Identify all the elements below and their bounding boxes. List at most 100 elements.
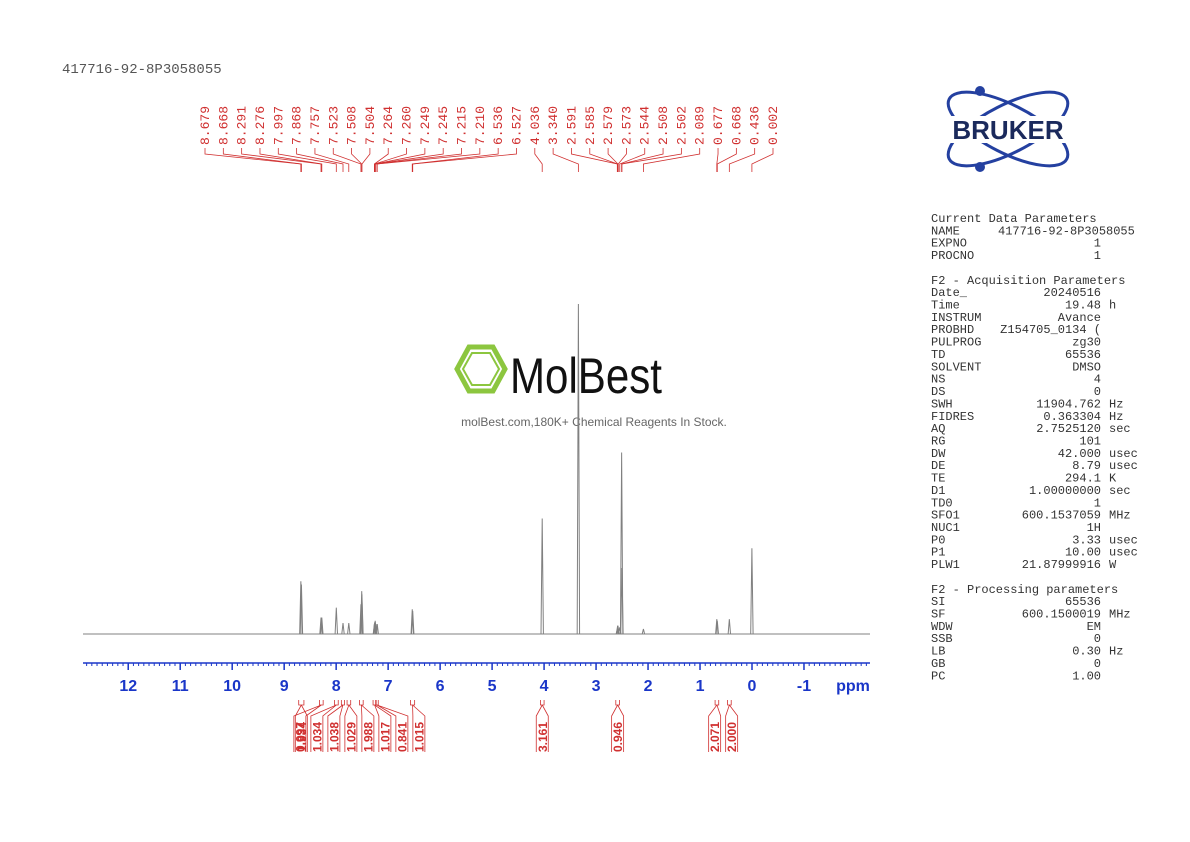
bruker-logo: BRUKER bbox=[924, 86, 1092, 172]
integral-connector bbox=[412, 704, 426, 752]
peak-connector bbox=[314, 148, 350, 172]
peak-label: 2.544 bbox=[638, 106, 653, 145]
peak-connector bbox=[296, 148, 344, 172]
integral-label: 1.017 bbox=[378, 722, 392, 752]
parameter-name: NS bbox=[931, 373, 945, 387]
peak-label: 7.508 bbox=[345, 106, 360, 145]
x-tick-label: 4 bbox=[540, 678, 549, 695]
peak-label: 6.536 bbox=[491, 106, 506, 145]
x-tick-label: 12 bbox=[119, 678, 137, 695]
peak-label: 8.291 bbox=[235, 106, 250, 145]
peak-connector bbox=[412, 148, 517, 172]
peak-connector bbox=[204, 148, 302, 172]
spectrum-peak bbox=[411, 610, 415, 635]
parameter-name: LB bbox=[931, 645, 945, 659]
x-tick-label: 9 bbox=[280, 678, 289, 695]
parameter-section-title: F2 - Acquisition Parameters bbox=[931, 274, 1125, 288]
peak-label: 2.573 bbox=[619, 106, 634, 145]
spectrum-peak bbox=[540, 518, 544, 635]
integral-connector bbox=[294, 704, 308, 752]
parameter-name: SFO1 bbox=[931, 509, 960, 523]
parameter-name: SSB bbox=[931, 632, 953, 646]
peak-label: 0.436 bbox=[748, 106, 763, 145]
integral-label: 0.997 bbox=[293, 722, 307, 752]
parameter-name: INSTRUM bbox=[931, 311, 981, 325]
parameter-value: 11904.762 bbox=[1036, 397, 1101, 411]
parameter-value: 0 bbox=[1094, 632, 1101, 646]
spectrum-peak bbox=[375, 624, 379, 635]
parameter-name: FIDRES bbox=[931, 410, 974, 424]
peak-connector bbox=[617, 148, 627, 172]
integral-bracket bbox=[334, 700, 339, 706]
parameter-name: PC bbox=[931, 669, 945, 683]
parameter-value: 8.79 bbox=[1072, 459, 1101, 473]
x-tick-label: 7 bbox=[384, 678, 393, 695]
peak-connector bbox=[716, 148, 719, 172]
spectrum-peak bbox=[750, 548, 754, 635]
parameter-name: DE bbox=[931, 459, 945, 473]
watermark: MolBest molBest.com,180K+ Chemical Reage… bbox=[454, 344, 727, 429]
logo-text: BRUKER bbox=[952, 115, 1063, 145]
parameter-value: 0 bbox=[1094, 385, 1101, 399]
parameter-name: P1 bbox=[931, 546, 945, 560]
parameter-name: GB bbox=[931, 657, 945, 671]
peak-connector bbox=[376, 148, 481, 172]
integral-label: 0.946 bbox=[611, 722, 625, 752]
integral-bracket bbox=[727, 700, 732, 706]
parameter-value: 20240516 bbox=[1043, 286, 1101, 300]
peak-label: 2.579 bbox=[601, 106, 616, 145]
parameter-name: SI bbox=[931, 595, 945, 609]
integral-label: 1.015 bbox=[412, 722, 426, 752]
parameter-name: SOLVENT bbox=[931, 360, 981, 374]
peak-label: 2.502 bbox=[674, 106, 689, 145]
peak-connector bbox=[534, 148, 543, 172]
peak-connector bbox=[332, 148, 362, 172]
x-tick-label: -1 bbox=[797, 678, 811, 695]
integral-label: 1.934 bbox=[295, 722, 309, 752]
parameter-unit: usec bbox=[1109, 447, 1138, 461]
logo-orbit bbox=[946, 90, 1070, 168]
integral-bracket bbox=[319, 700, 324, 706]
integral-connector bbox=[293, 704, 322, 752]
x-tick-label: 11 bbox=[172, 678, 189, 695]
integral-connector bbox=[708, 704, 722, 752]
parameter-name: PULPROG bbox=[931, 336, 981, 350]
parameter-name: PROCNO bbox=[931, 249, 974, 263]
spectrum-peak bbox=[299, 584, 304, 635]
integral-bracket bbox=[359, 700, 364, 706]
parameter-name: RG bbox=[931, 434, 945, 448]
parameter-name: NUC1 bbox=[931, 521, 960, 535]
peak-label: 7.868 bbox=[290, 106, 305, 145]
parameter-value: 101 bbox=[1079, 434, 1101, 448]
parameter-name: P0 bbox=[931, 533, 945, 547]
peak-connector bbox=[607, 148, 619, 172]
parameter-value: 0.363304 bbox=[1043, 410, 1101, 424]
peak-label: 7.260 bbox=[400, 106, 415, 145]
peak-label: 8.668 bbox=[216, 106, 231, 145]
parameter-value: Avance bbox=[1058, 311, 1101, 325]
x-tick-label: 10 bbox=[223, 678, 241, 695]
parameter-name: SWH bbox=[931, 397, 953, 411]
spectrum-peak bbox=[620, 567, 624, 635]
peak-label: 7.249 bbox=[418, 106, 433, 145]
parameter-unit: Hz bbox=[1109, 410, 1123, 424]
peak-label: 7.504 bbox=[363, 106, 378, 145]
parameter-value: 417716-92-8P3058055 bbox=[998, 224, 1135, 238]
parameter-value: 1 bbox=[1094, 496, 1101, 510]
parameter-value: Z154705_0134 ( bbox=[1000, 323, 1101, 337]
parameter-value: 65536 bbox=[1065, 348, 1101, 362]
watermark-name: MolBest bbox=[510, 348, 662, 404]
integral-connector bbox=[374, 704, 392, 752]
integral-bracket bbox=[375, 700, 379, 706]
x-tick-label: 1 bbox=[696, 678, 705, 695]
parameter-name: PROBHD bbox=[931, 323, 974, 337]
parameter-name: WDW bbox=[931, 620, 953, 634]
logo-dot bbox=[975, 162, 985, 172]
peak-connector bbox=[374, 148, 407, 172]
parameter-value: 1 bbox=[1094, 249, 1101, 263]
integral-bracket bbox=[340, 700, 345, 706]
parameter-name: NAME bbox=[931, 224, 960, 238]
parameter-name: SF bbox=[931, 608, 945, 622]
peak-label: 4.036 bbox=[528, 106, 543, 145]
